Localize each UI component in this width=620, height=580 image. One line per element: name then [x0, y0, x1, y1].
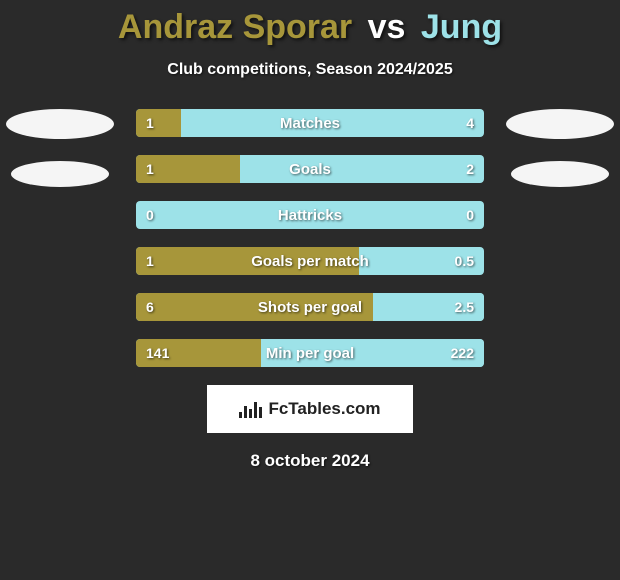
stat-row: 14Matches	[136, 109, 484, 137]
stat-row: 141222Min per goal	[136, 339, 484, 367]
team-badge-placeholder	[11, 161, 109, 187]
subtitle: Club competitions, Season 2024/2025	[0, 61, 620, 79]
stat-label: Goals	[136, 155, 484, 183]
chart-icon	[239, 400, 262, 418]
page-title: Andraz Sporar vs Jung	[0, 0, 620, 47]
comparison-area: 14Matches 12Goals 00Hattricks 10.5Goals per…	[0, 109, 620, 367]
stat-row: 62.5Shots per goal	[136, 293, 484, 321]
stat-row: 00Hattricks	[136, 201, 484, 229]
team-badge-placeholder	[506, 109, 614, 139]
stat-label: Min per goal	[136, 339, 484, 367]
stat-row: 12Goals	[136, 155, 484, 183]
team-badge-placeholder	[6, 109, 114, 139]
brand-text: FcTables.com	[268, 399, 380, 419]
date: 8 october 2024	[0, 451, 620, 471]
team-badge-placeholder	[511, 161, 609, 187]
player-b-name: Jung	[421, 8, 502, 46]
player-a-name: Andraz Sporar	[118, 8, 352, 46]
stat-label: Matches	[136, 109, 484, 137]
brand-badge: FcTables.com	[207, 385, 413, 433]
stat-label: Goals per match	[136, 247, 484, 275]
stat-label: Hattricks	[136, 201, 484, 229]
stat-row: 10.5Goals per match	[136, 247, 484, 275]
vs-word: vs	[368, 8, 406, 46]
stat-label: Shots per goal	[136, 293, 484, 321]
